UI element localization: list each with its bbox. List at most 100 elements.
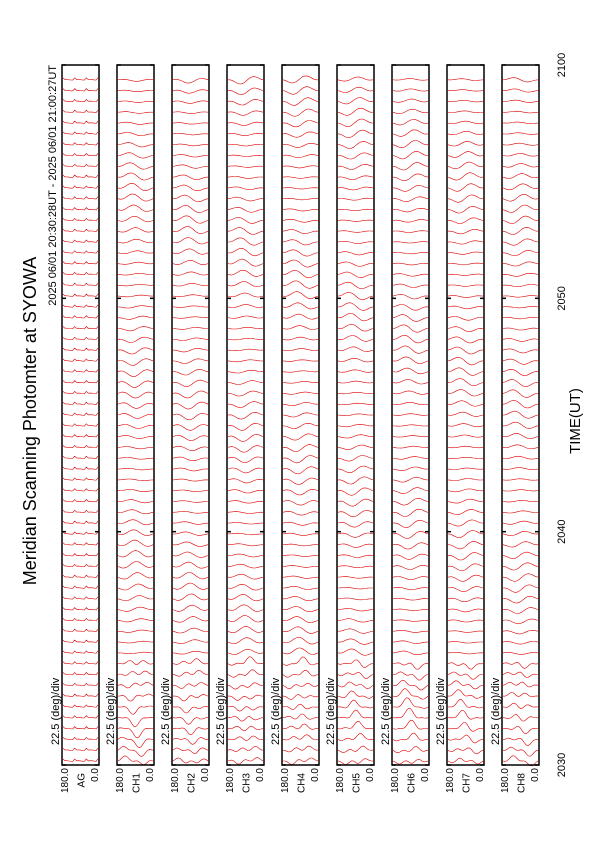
scan-trace <box>227 144 264 147</box>
scan-trace <box>337 186 374 191</box>
scan-trace <box>172 259 209 265</box>
scan-trace <box>392 162 429 171</box>
scan-trace <box>392 119 429 126</box>
scan-trace <box>447 734 484 744</box>
scan-trace <box>117 539 154 547</box>
scan-trace <box>117 660 154 665</box>
scan-trace <box>392 565 429 570</box>
scan-trace <box>118 162 154 170</box>
scan-trace <box>62 477 99 481</box>
scan-trace <box>118 651 154 654</box>
scan-trace <box>503 121 539 124</box>
scan-trace <box>447 284 484 287</box>
panel-label: CH6 <box>407 773 418 793</box>
scan-trace <box>447 161 484 170</box>
scan-trace <box>227 522 263 525</box>
scan-trace <box>172 582 209 590</box>
scan-trace <box>172 348 209 353</box>
scan-trace <box>447 110 484 113</box>
scan-trace <box>282 313 319 320</box>
scan-trace <box>448 689 484 699</box>
scan-trace <box>502 510 539 514</box>
scan-trace <box>227 258 264 267</box>
scan-trace <box>392 662 429 670</box>
scan-trace <box>118 717 154 728</box>
scan-trace <box>62 758 99 762</box>
scan-trace <box>392 476 429 483</box>
scan-trace <box>392 640 428 644</box>
scan-trace <box>282 108 319 117</box>
scan-trace <box>117 204 154 212</box>
scale-label: 22.5 (deg)/div <box>160 677 172 745</box>
scan-trace <box>337 175 374 181</box>
scan-trace <box>227 227 264 235</box>
scan-trace <box>62 163 99 167</box>
scan-trace <box>502 681 539 688</box>
scan-trace <box>172 706 209 714</box>
scan-trace <box>392 732 428 742</box>
scan-trace <box>62 271 99 276</box>
scan-trace <box>392 207 429 213</box>
scan-trace <box>282 280 319 289</box>
scan-trace <box>502 671 539 678</box>
scan-trace <box>502 541 539 548</box>
scan-trace <box>172 174 209 180</box>
scan-trace <box>502 629 539 635</box>
panel-label: AG <box>77 773 88 788</box>
scan-trace <box>447 671 483 680</box>
scan-trace <box>447 652 484 655</box>
scan-trace <box>337 76 374 82</box>
scan-trace <box>117 100 154 103</box>
rotated-chart: Meridian Scanning Photomter at SYOWA 202… <box>20 53 584 793</box>
scan-trace <box>227 682 264 690</box>
y-tick-label: 0.0 <box>365 768 376 782</box>
scan-trace <box>282 682 319 690</box>
panel: 0.0 180.0 AG 22.5 (deg)/div <box>50 64 101 793</box>
scan-trace <box>337 313 374 322</box>
y-tick-label: 180.0 <box>500 768 511 793</box>
scan-trace <box>228 76 264 85</box>
scan-trace <box>282 656 319 666</box>
scan-trace <box>502 520 539 525</box>
scan-trace <box>117 315 154 320</box>
scan-trace <box>117 572 154 580</box>
scan-trace <box>62 693 99 697</box>
scan-trace <box>502 215 538 224</box>
scan-trace <box>172 358 209 364</box>
scan-trace <box>392 293 429 300</box>
panel: 0.0 180.0 CH4 22.5 (deg)/div <box>270 64 321 793</box>
scan-trace <box>117 435 154 439</box>
scan-trace <box>447 552 484 561</box>
scan-trace <box>502 238 539 246</box>
scan-trace <box>172 133 209 136</box>
scan-trace <box>392 598 429 601</box>
scan-trace <box>172 379 209 387</box>
scan-trace <box>392 334 429 344</box>
scan-trace <box>282 249 319 257</box>
scan-trace <box>447 541 484 550</box>
scan-trace <box>282 488 319 496</box>
scan-trace <box>392 519 429 528</box>
scan-trace <box>447 747 484 755</box>
panel: 0.0 180.0 CH7 22.5 (deg)/div <box>435 64 486 793</box>
scan-trace <box>117 380 154 388</box>
scan-trace <box>502 489 539 492</box>
scan-trace <box>62 639 99 643</box>
scan-trace <box>172 727 209 736</box>
x-axis-label: TIME(UT) <box>567 388 584 454</box>
scan-trace <box>62 736 99 741</box>
scan-trace <box>282 466 319 475</box>
scan-trace <box>117 519 154 526</box>
scan-trace <box>117 478 154 481</box>
scan-trace <box>392 697 429 709</box>
panel-label: CH5 <box>352 773 363 793</box>
scan-trace <box>447 467 484 470</box>
scan-trace <box>117 467 153 471</box>
scan-trace <box>62 185 99 189</box>
scan-trace <box>502 327 539 331</box>
scan-trace <box>392 758 429 765</box>
scan-trace <box>392 553 429 560</box>
scan-trace <box>117 227 154 233</box>
scan-trace <box>502 618 539 625</box>
scan-trace <box>62 661 99 665</box>
